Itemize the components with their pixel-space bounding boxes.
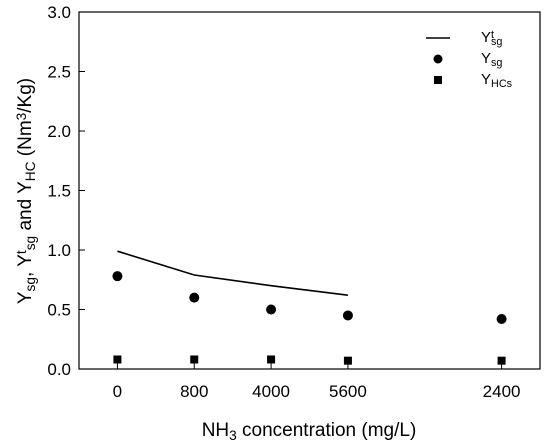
data-point-y_sg [112, 271, 123, 282]
data-point-y_hcs [497, 356, 506, 365]
series-line-yt_sg [117, 250, 349, 297]
x-tick-label: 5600 [329, 382, 367, 401]
y-axis: 0.0 0.5 1.0 1.5 2.0 2.5 3.0 [47, 3, 85, 379]
x-axis-title: NH3 concentration (mg/L) [202, 420, 417, 443]
data-point-y_sg [496, 314, 507, 325]
y-tick-label: 0.5 [47, 301, 71, 320]
y-tick-label: 2.0 [47, 122, 71, 141]
x-tick-label: 800 [180, 382, 208, 401]
plot-area [112, 250, 507, 365]
data-point-y_sg [266, 304, 277, 315]
legend-marker-y_hcs [434, 76, 442, 84]
y-tick-label: 1.0 [47, 241, 71, 260]
y-tick-label: 3.0 [47, 3, 71, 22]
data-point-y_hcs [267, 355, 276, 364]
data-point-y_hcs [113, 355, 122, 364]
data-point-y_hcs [343, 356, 352, 365]
y-tick-label: 2.5 [47, 63, 71, 82]
y-tick-label: 0.0 [47, 360, 71, 379]
plot-frame [78, 11, 541, 370]
y-axis-title: Ysg, Ytsg and YHC (Nm3/Kg) [14, 78, 38, 304]
x-axis: 0 800 4000 5600 2400 [113, 363, 521, 401]
x-tick-label: 0 [113, 382, 122, 401]
data-point-y_sg [342, 310, 353, 321]
legend-label-yt_sg: Yt sg [481, 29, 502, 48]
data-point-y_sg [189, 292, 200, 303]
x-tick-label: 2400 [483, 382, 521, 401]
x-tick-label: 4000 [252, 382, 290, 401]
legend-label-y_hcs: YHCs [481, 71, 513, 90]
y-tick-label: 1.5 [47, 182, 71, 201]
legend: Yt sg Ysg YHCs [426, 29, 513, 90]
legend-label-y_sg: Ysg [481, 50, 502, 69]
legend-marker-y_sg [433, 54, 443, 64]
data-point-y_hcs [190, 355, 199, 364]
